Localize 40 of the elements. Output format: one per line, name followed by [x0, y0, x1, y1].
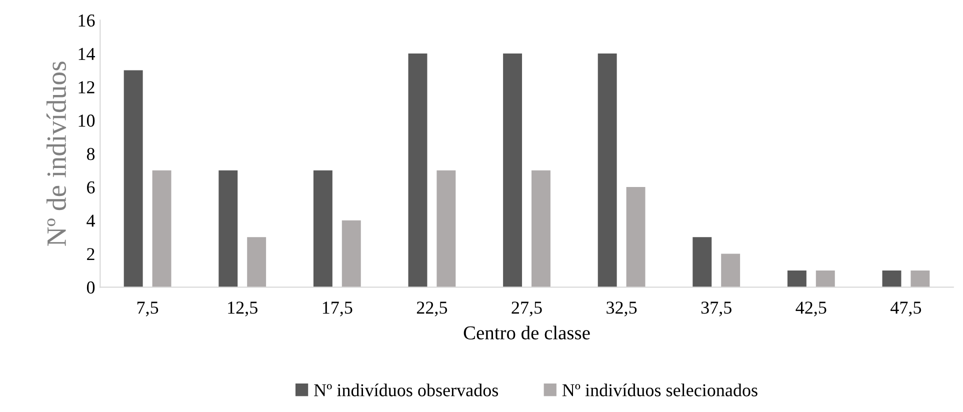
x-tick-label: 47,5: [890, 302, 922, 316]
bar: [124, 70, 143, 288]
x-tick-label: 32,5: [606, 302, 637, 316]
y-tick-label: 6: [87, 181, 95, 194]
y-tick-label: 14: [78, 48, 96, 60]
bar: [910, 270, 930, 288]
bar: [532, 170, 550, 288]
bar: [503, 54, 522, 288]
x-tick-label: 7,5: [137, 302, 158, 316]
bar: [152, 170, 172, 288]
bar: [787, 270, 806, 288]
x-tick-label: 42,5: [796, 302, 826, 316]
y-axis-title: Nº de indivíduos: [46, 62, 66, 246]
y-tick-label: 8: [86, 148, 95, 160]
y-tick-label: 2: [87, 248, 94, 260]
y-tick-label: 16: [78, 14, 95, 27]
y-tick-label: 12: [78, 81, 94, 94]
x-tick-label: 22,5: [416, 302, 448, 316]
y-tick-label: 4: [86, 214, 96, 227]
legend-label: Nº indivíduos observados: [314, 384, 498, 396]
x-tick-label: 37,5: [701, 302, 732, 316]
bar: [313, 170, 332, 288]
bar: [342, 220, 361, 288]
y-tick-label: 10: [78, 114, 95, 127]
y-tick-label: 0: [86, 281, 95, 294]
bar: [626, 187, 646, 288]
bar: [816, 270, 835, 288]
bar: [247, 237, 266, 288]
x-axis-title: Centro de classe: [464, 326, 590, 340]
bar: [598, 54, 617, 288]
x-tick-label: 27,5: [512, 302, 542, 316]
bar: [721, 254, 740, 288]
x-tick-label: 12,5: [228, 302, 258, 316]
legend-label: Nº indivíduos selecionados: [562, 384, 758, 396]
bar: [218, 170, 238, 288]
x-tick-label: 17,5: [322, 302, 352, 316]
bar: [436, 170, 456, 288]
bar: [692, 237, 712, 288]
bar: [882, 270, 902, 288]
bar: [408, 54, 428, 288]
